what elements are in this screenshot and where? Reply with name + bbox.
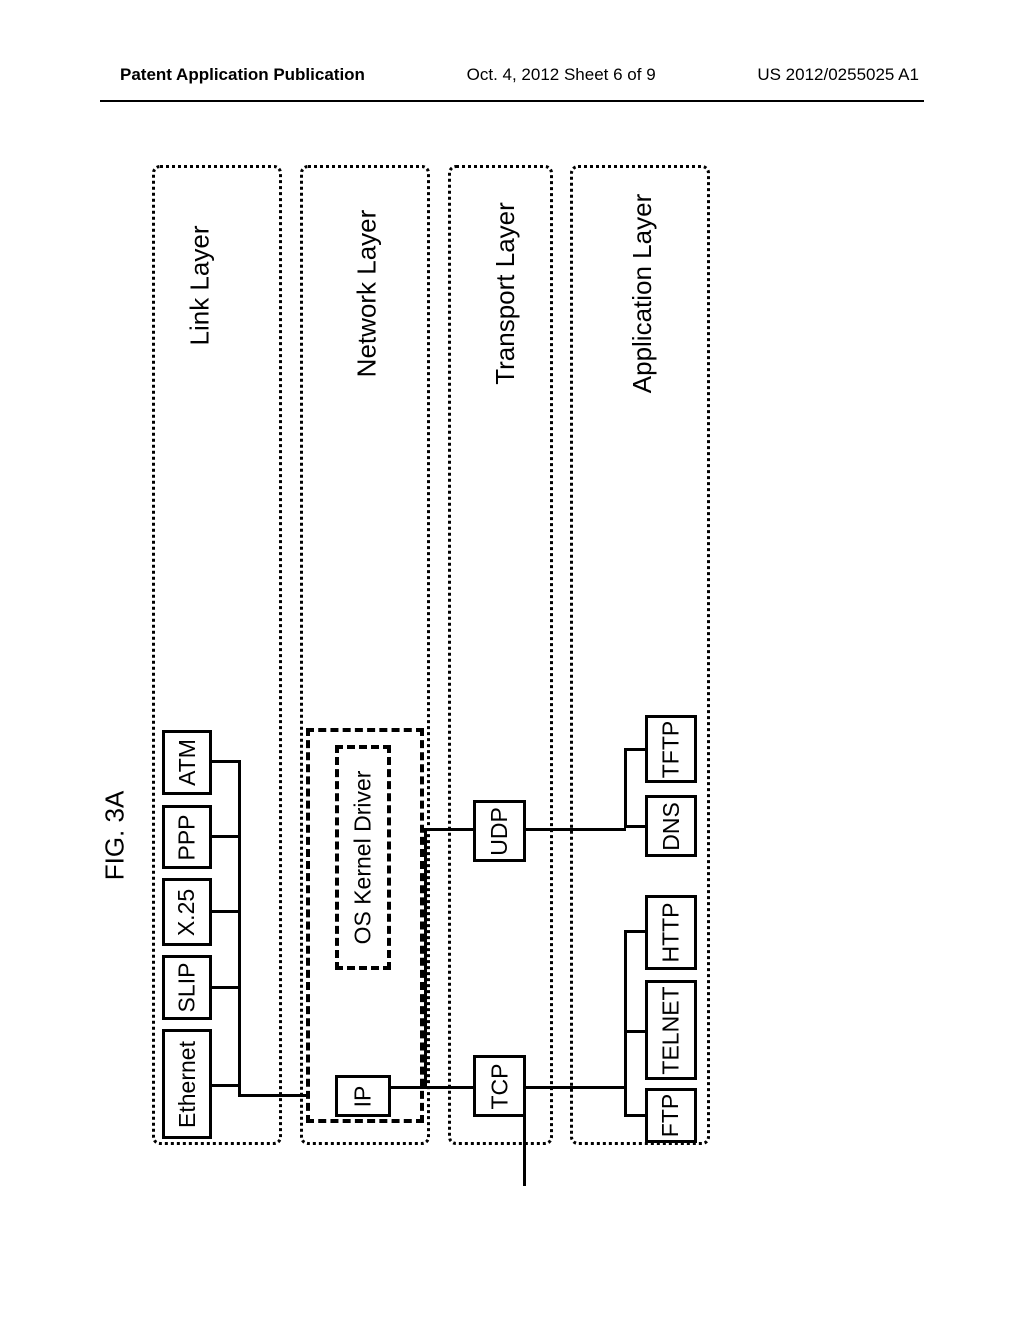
line-link-stub-slip — [212, 986, 240, 989]
layer-network-label: Network Layer — [351, 210, 382, 378]
header-center: Oct. 4, 2012 Sheet 6 of 9 — [467, 65, 656, 85]
line-app-udp-bus — [624, 748, 627, 828]
line-link-stub-eth — [212, 1084, 240, 1087]
proto-http-label: HTTP — [658, 902, 685, 962]
proto-http: HTTP — [645, 895, 697, 970]
line-app-tcp-stub-telnet — [624, 1030, 645, 1033]
line-tcp-up — [523, 1086, 526, 1186]
proto-ppp-label: PPP — [174, 814, 201, 860]
line-udp-ip — [424, 828, 473, 831]
proto-x25: X.25 — [162, 878, 212, 946]
line-app-udp-stub-tftp — [624, 748, 645, 751]
header-left: Patent Application Publication — [120, 65, 365, 85]
figure-caption: FIG. 3A — [99, 791, 130, 881]
proto-tcp: TCP — [473, 1055, 526, 1117]
proto-telnet-label: TELNET — [658, 986, 685, 1074]
proto-kernel: OS Kernel Driver — [335, 745, 391, 970]
header-rule — [100, 100, 924, 102]
line-tcp-join — [526, 1086, 626, 1089]
proto-atm-label: ATM — [174, 739, 201, 786]
line-link-stub-ppp — [212, 835, 240, 838]
line-tcp-ip — [391, 1086, 473, 1089]
header-right: US 2012/0255025 A1 — [757, 65, 919, 85]
proto-atm: ATM — [162, 730, 212, 795]
proto-ip: IP — [335, 1075, 391, 1117]
layer-link-label: Link Layer — [184, 226, 215, 346]
proto-slip: SLIP — [162, 955, 212, 1020]
proto-ppp: PPP — [162, 805, 212, 869]
line-link-stub-atm — [212, 760, 240, 763]
proto-ip-label: IP — [349, 1085, 376, 1107]
proto-ethernet: Ethernet — [162, 1029, 212, 1139]
proto-telnet: TELNET — [645, 980, 697, 1080]
proto-ethernet-label: Ethernet — [174, 1041, 201, 1128]
line-udp-join — [526, 828, 626, 831]
proto-udp: UDP — [473, 800, 526, 862]
page-header: Patent Application Publication Oct. 4, 2… — [0, 65, 1024, 85]
layer-transport-label: Transport Layer — [490, 202, 521, 385]
proto-tftp-label: TFTP — [658, 720, 685, 778]
line-link-bus — [238, 760, 241, 1096]
proto-slip-label: SLIP — [174, 963, 201, 1013]
line-app-udp-stub-dns — [624, 825, 645, 828]
proto-x25-label: X.25 — [174, 888, 201, 935]
proto-ftp-label: FTP — [657, 1094, 684, 1137]
layer-app-label: Application Layer — [627, 194, 658, 393]
line-app-tcp-stub-http — [624, 930, 645, 933]
proto-dns-label: DNS — [658, 802, 685, 851]
line-ip-merge — [424, 828, 427, 1088]
proto-ftp: FTP — [645, 1088, 697, 1143]
proto-dns: DNS — [645, 795, 697, 857]
proto-udp-label: UDP — [486, 807, 513, 856]
proto-kernel-label: OS Kernel Driver — [350, 771, 377, 945]
line-ip-link — [238, 1094, 308, 1097]
line-app-tcp-stub-ftp — [624, 1114, 645, 1117]
proto-tcp-label: TCP — [486, 1063, 513, 1109]
proto-tftp: TFTP — [645, 715, 697, 783]
line-link-stub-x25 — [212, 910, 240, 913]
